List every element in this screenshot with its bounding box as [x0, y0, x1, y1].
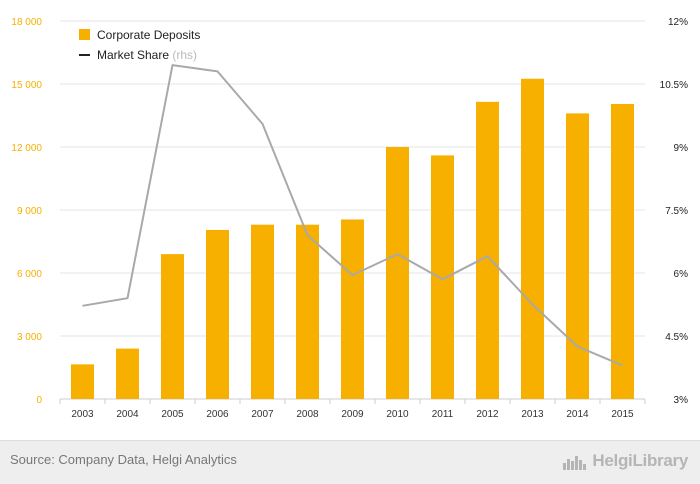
bar-corporate-deposits [116, 348, 139, 399]
y-left-tick-label: 15 000 [11, 80, 42, 91]
x-tick-label: 2004 [116, 409, 139, 420]
logo-text: HelgiLibrary [592, 451, 688, 470]
y-left-tick-label: 0 [36, 395, 42, 406]
x-tick-label: 2012 [476, 409, 499, 420]
line-market-share [82, 64, 623, 367]
x-tick-label: 2006 [206, 409, 229, 420]
y-left-tick-label: 3 000 [17, 332, 42, 343]
y-right-tick-label: 4.5% [665, 332, 688, 343]
bar-corporate-deposits [431, 155, 454, 399]
x-tick-label: 2011 [432, 409, 454, 420]
bar-corporate-deposits [566, 113, 589, 400]
bar-corporate-deposits [611, 103, 634, 399]
x-tick-label: 2003 [71, 409, 94, 420]
combo-chart: 0 3 000 6 000 9 000 12 000 15 000 18 000 3% 4.5%… [11, 17, 689, 420]
bar-corporate-deposits [71, 364, 94, 399]
legend-swatch-corporate-deposits [79, 29, 90, 40]
y-right-tick-label: 10.5% [660, 80, 688, 91]
source-note: Source: Company Data, Helgi Analytics [10, 452, 237, 467]
y-right-tick-label: 9% [674, 143, 689, 154]
x-tick-label: 2005 [161, 409, 184, 420]
legend-series-name: Market Share [97, 48, 172, 62]
x-tick-label: 2010 [386, 409, 409, 420]
library-buildings-icon [563, 456, 587, 470]
bar-corporate-deposits [296, 224, 319, 399]
x-tick-label: 2008 [296, 409, 319, 420]
bar-corporate-deposits [386, 147, 409, 399]
x-tick-label: 2009 [341, 409, 364, 420]
y-left-tick-label: 18 000 [11, 17, 42, 28]
y-right-tick-label: 6% [674, 269, 689, 280]
x-tick-label: 2013 [521, 409, 544, 420]
x-tick-label: 2014 [566, 409, 589, 420]
y-right-tick-label: 12% [668, 17, 688, 28]
legend-label-market-share: Market Share (rhs) [97, 48, 197, 62]
x-tick-label: 2007 [251, 409, 274, 420]
y-right-tick-label: 7.5% [665, 206, 688, 217]
y-left-tick-label: 9 000 [17, 206, 42, 217]
y-left-tick-label: 12 000 [11, 143, 42, 154]
y-left-tick-label: 6 000 [17, 269, 42, 280]
legend-rhs-note: (rhs) [172, 48, 197, 62]
bar-corporate-deposits [341, 219, 364, 399]
bar-corporate-deposits [206, 229, 229, 399]
bar-corporate-deposits [476, 101, 499, 399]
bar-corporate-deposits [251, 224, 274, 399]
bar-corporate-deposits [521, 78, 544, 399]
legend-label-corporate-deposits: Corporate Deposits [97, 28, 200, 42]
footer: Source: Company Data, Helgi Analytics He… [0, 440, 700, 484]
helgi-library-logo: HelgiLibrary [562, 449, 688, 473]
bar-corporate-deposits [161, 254, 184, 399]
x-tick-label: 2015 [611, 409, 634, 420]
y-right-tick-label: 3% [674, 395, 689, 406]
